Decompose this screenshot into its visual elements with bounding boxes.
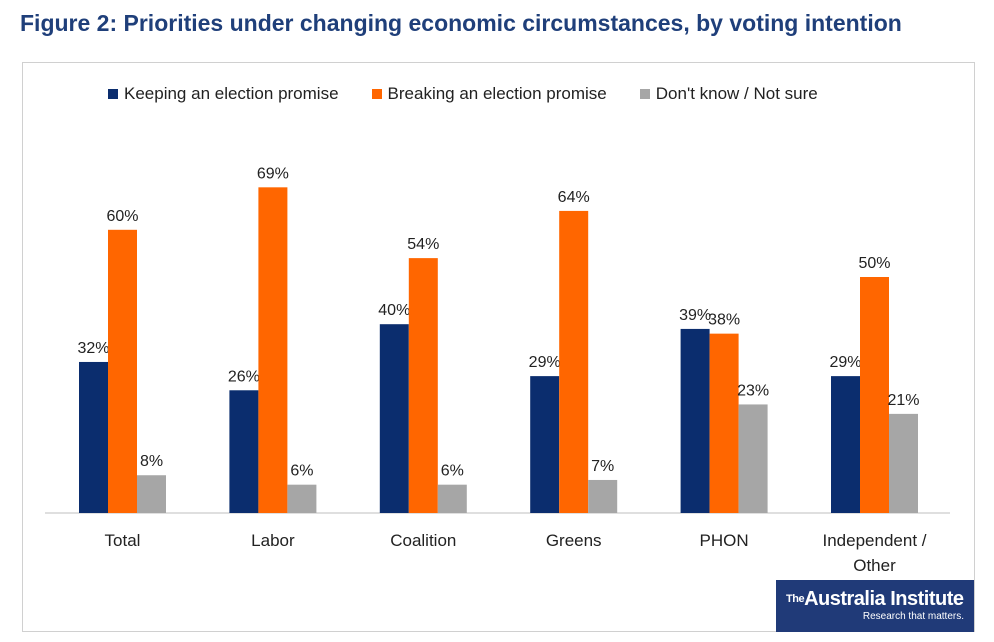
legend-item-keeping: Keeping an election promise (108, 84, 339, 104)
category-label: Other (853, 556, 896, 575)
bar-dontknow (287, 484, 317, 513)
category-label: PHON (700, 531, 749, 550)
bar-dontknow (889, 413, 918, 513)
category-label: Coalition (390, 531, 456, 550)
category-label: Greens (546, 531, 602, 550)
bar-keeping (229, 390, 259, 513)
logo-wordmark: TheAustralia Institute (786, 588, 964, 610)
data-label-breaking: 64% (558, 189, 590, 206)
chart-legend: Keeping an election promise Breaking an … (108, 84, 851, 104)
bar-keeping (379, 324, 409, 513)
legend-item-dontknow: Don't know / Not sure (639, 84, 818, 104)
data-label-breaking: 60% (106, 208, 138, 225)
data-label-dontknow: 21% (887, 392, 919, 409)
legend-label-dontknow: Don't know / Not sure (655, 84, 818, 103)
bar-dontknow (137, 475, 166, 513)
bar-dontknow (738, 404, 768, 513)
logo-prefix: The (786, 593, 805, 605)
data-label-keeping: 39% (679, 307, 711, 324)
data-label-breaking: 69% (257, 165, 289, 182)
legend-swatch-keeping (108, 89, 118, 99)
legend-label-keeping: Keeping an election promise (124, 84, 339, 103)
data-label-breaking: 54% (407, 236, 439, 253)
bar-keeping (530, 376, 560, 513)
logo-tagline: Research that matters. (862, 611, 964, 622)
data-label-breaking: 50% (858, 255, 890, 272)
bar-breaking (108, 229, 137, 514)
legend-item-breaking: Breaking an election promise (371, 84, 607, 104)
bar-keeping (831, 376, 860, 513)
chart-frame (22, 62, 975, 632)
data-label-keeping: 29% (529, 354, 561, 371)
data-label-keeping: 26% (228, 368, 260, 385)
data-label-dontknow: 6% (290, 463, 313, 480)
data-label-keeping: 32% (77, 340, 109, 357)
legend-swatch-breaking (371, 89, 382, 99)
legend-label-breaking: Breaking an election promise (387, 84, 607, 103)
bar-breaking (559, 210, 589, 514)
legend-swatch-dontknow (639, 89, 650, 99)
bar-dontknow (437, 484, 467, 513)
category-label: Labor (251, 531, 295, 550)
data-label-keeping: 40% (378, 302, 410, 319)
data-label-dontknow: 6% (441, 463, 464, 480)
category-label: Independent / (823, 531, 927, 550)
bar-dontknow (588, 479, 618, 513)
data-label-dontknow: 7% (591, 458, 614, 475)
data-label-dontknow: 23% (737, 382, 769, 399)
bar-breaking (258, 187, 288, 513)
data-label-breaking: 38% (708, 312, 740, 329)
bar-breaking (860, 277, 889, 513)
data-label-dontknow: 8% (140, 453, 163, 470)
category-label: Total (105, 531, 141, 550)
bar-breaking (408, 258, 438, 513)
australia-institute-logo: TheAustralia Institute Research that mat… (776, 580, 974, 632)
figure-title: Figure 2: Priorities under changing econ… (20, 10, 902, 36)
bar-keeping (680, 328, 710, 513)
bar-keeping (79, 361, 108, 513)
bar-breaking (709, 333, 739, 513)
logo-name: Australia Institute (804, 588, 964, 610)
data-label-keeping: 29% (829, 354, 861, 371)
